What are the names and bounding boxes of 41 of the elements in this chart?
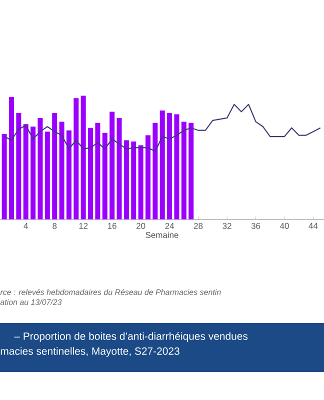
- x-tick-label: 8: [52, 222, 57, 229]
- x-tick-label: 20: [136, 222, 146, 229]
- x-tick-label: 4: [24, 222, 28, 229]
- x-tick-label: 44: [308, 222, 318, 229]
- bar: [16, 113, 22, 220]
- x-tick-label: 40: [280, 222, 289, 229]
- bar: [138, 145, 144, 220]
- bar: [160, 110, 165, 220]
- bar: [116, 118, 122, 220]
- bar: [131, 141, 136, 220]
- bar: [102, 132, 108, 220]
- bar: [30, 126, 36, 220]
- bar: [188, 122, 194, 220]
- x-tick-label: 32: [222, 222, 232, 229]
- bar: [8, 96, 14, 220]
- bar: [88, 128, 94, 220]
- bar: [167, 113, 172, 220]
- x-tick-label: 28: [194, 222, 203, 229]
- bar: [80, 96, 86, 220]
- bar: [174, 114, 180, 220]
- bar: [152, 122, 158, 220]
- bar: [124, 140, 129, 220]
- bar: [23, 124, 28, 220]
- x-tick-label: 24: [165, 222, 174, 229]
- bar: [145, 135, 150, 220]
- bar: [2, 134, 7, 220]
- bar: [52, 113, 58, 220]
- bar: [74, 98, 79, 220]
- text: – Proportion de boites d’anti-diarrhéiques vendues: [14, 332, 248, 342]
- bar: [44, 132, 50, 220]
- x-axis-title: Semaine: [146, 232, 178, 238]
- bar: [181, 122, 186, 220]
- x-tick-label: 16: [108, 222, 116, 229]
- text: macies sentinelles, Mayotte, S27-2023: [0, 347, 180, 357]
- bar: [95, 122, 100, 220]
- x-tick-label: 12: [79, 222, 88, 229]
- bar: [66, 130, 72, 220]
- bar: [59, 122, 64, 220]
- bar: [38, 118, 43, 220]
- x-tick-label: 36: [251, 222, 260, 229]
- bar: [110, 112, 115, 220]
